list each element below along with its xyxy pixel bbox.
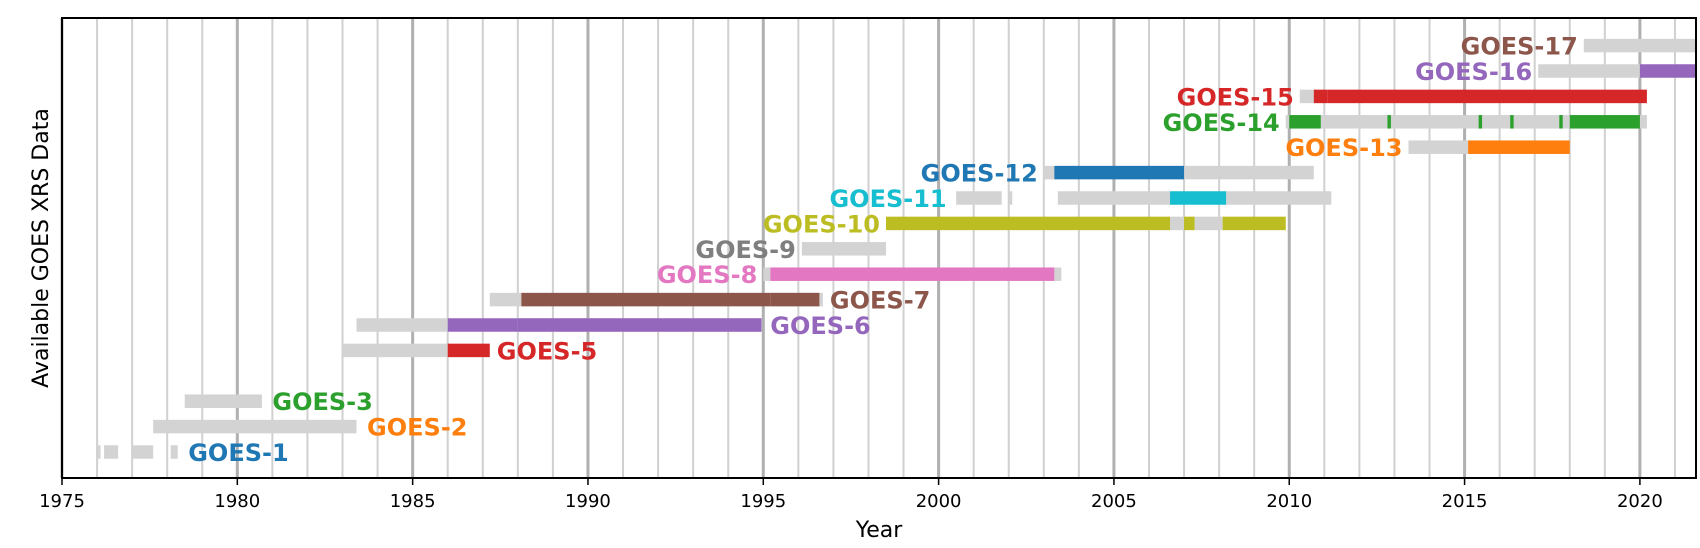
goes-6-unavailable-bar-0 — [356, 318, 448, 332]
x-axis-ticks: 1975 1980 1985 1990 1995 2000 2005 2010 2015 2020 — [39, 478, 1663, 512]
x-tick-label-1975: 1975 — [39, 491, 85, 512]
goes-14-unavailable-bar-5 — [1562, 115, 1570, 129]
goes-16-data-bar-0 — [1639, 64, 1696, 78]
goes-1-unavailable-bar-3 — [170, 445, 178, 459]
goes-10-data-bar-0 — [886, 216, 1171, 231]
goes-12-unavailable-bar-0 — [1043, 165, 1055, 180]
goes-14-unavailable-bar-1 — [1320, 115, 1388, 129]
x-tick-label-2015: 2015 — [1442, 491, 1488, 512]
goes-16-label: GOES-16 — [1415, 58, 1532, 86]
goes-8-unavailable-bar-1 — [1054, 267, 1062, 281]
goes-8-label: GOES-8 — [657, 261, 757, 289]
goes-6-data-bar-0 — [447, 318, 518, 332]
goes-13-data-bar-0 — [1468, 140, 1570, 154]
goes-14-label: GOES-14 — [1163, 109, 1280, 137]
goes-1-unavailable-bar-2 — [132, 445, 154, 459]
x-tick-label-2000: 2000 — [916, 491, 962, 512]
goes-5-unavailable-bar-0 — [342, 343, 448, 358]
goes-13-label: GOES-13 — [1285, 134, 1402, 162]
goes-1-label: GOES-1 — [188, 439, 288, 467]
goes-7-label: GOES-7 — [830, 287, 930, 315]
goes-6-label: GOES-6 — [770, 312, 870, 340]
x-tick-label-1985: 1985 — [390, 491, 436, 512]
goes-11-unavailable-bar-3 — [1226, 191, 1332, 205]
x-axis-title: Year — [855, 518, 904, 543]
goes-14-data-bar-4 — [1559, 115, 1563, 129]
goes-11-label: GOES-11 — [829, 185, 946, 213]
grid-lines — [60, 18, 1676, 478]
goes-11-unavailable-bar-0 — [956, 191, 1002, 205]
goes-10-label: GOES-10 — [763, 210, 880, 238]
goes-11-unavailable-bar-1 — [1008, 191, 1013, 205]
goes-11-data-bar-0 — [1170, 191, 1227, 205]
goes-6-data-bar-1 — [517, 318, 762, 332]
goes-10-unavailable-bar-0 — [1170, 216, 1185, 231]
goes-14-unavailable-bar-4 — [1513, 115, 1560, 129]
goes-1-unavailable-bar-1 — [104, 445, 119, 459]
x-tick-label-1990: 1990 — [565, 491, 611, 512]
goes-9-label: GOES-9 — [695, 236, 795, 264]
goes-15-data-bar-1 — [1327, 89, 1647, 104]
goes-3-unavailable-bar-0 — [184, 394, 262, 408]
goes-7-data-bar-1 — [770, 292, 820, 307]
goes-15-unavailable-bar-0 — [1299, 89, 1314, 104]
goes-5-data-bar-0 — [447, 343, 490, 358]
goes-14-data-bar-3 — [1510, 115, 1514, 129]
goes-10-data-bar-1 — [1184, 216, 1195, 231]
goes-9-unavailable-bar-0 — [801, 242, 887, 256]
x-tick-label-1995: 1995 — [740, 491, 786, 512]
x-tick-label-2010: 2010 — [1266, 491, 1312, 512]
goes-2-label: GOES-2 — [367, 414, 467, 442]
plot-frame — [61, 17, 1697, 479]
goes-11-unavailable-bar-2 — [1057, 191, 1171, 205]
goes-14-data-bar-0 — [1289, 115, 1321, 129]
data-bars — [97, 38, 1696, 459]
x-tick-label-2005: 2005 — [1091, 491, 1137, 512]
goes-17-label: GOES-17 — [1461, 33, 1578, 61]
goes-14-unavailable-bar-6 — [1639, 115, 1647, 129]
goes-8-data-bar-0 — [770, 267, 1055, 281]
goes-8-unavailable-bar-0 — [763, 267, 771, 281]
x-tick-label-1980: 1980 — [214, 491, 260, 512]
goes-12-unavailable-bar-1 — [1184, 165, 1314, 180]
goes-14-data-bar-2 — [1478, 115, 1483, 129]
goes-5-label: GOES-5 — [497, 337, 597, 365]
goes-10-data-bar-2 — [1222, 216, 1286, 231]
goes-14-unavailable-bar-0 — [1285, 115, 1290, 129]
goes-10-unavailable-bar-1 — [1194, 216, 1223, 231]
goes-12-label: GOES-12 — [921, 160, 1038, 188]
x-tick-label-2020: 2020 — [1617, 491, 1663, 512]
goes-1-unavailable-bar-0 — [97, 445, 101, 459]
goes-14-unavailable-bar-2 — [1390, 115, 1479, 129]
goes-2-unavailable-bar-0 — [153, 419, 357, 434]
goes-14-data-bar-5 — [1569, 115, 1640, 129]
goes-15-data-bar-0 — [1313, 89, 1328, 104]
goes-16-unavailable-bar-0 — [1538, 64, 1640, 78]
y-axis-title: Available GOES XRS Data — [29, 108, 54, 388]
goes-7-unavailable-bar-0 — [489, 292, 522, 307]
goes-12-data-bar-0 — [1054, 165, 1185, 180]
goes-7-data-bar-0 — [521, 292, 771, 307]
goes-14-unavailable-bar-3 — [1482, 115, 1511, 129]
goes-13-unavailable-bar-0 — [1408, 140, 1469, 154]
goes-15-label: GOES-15 — [1177, 83, 1294, 111]
goes-14-data-bar-1 — [1387, 115, 1391, 129]
goes-3-label: GOES-3 — [272, 388, 372, 416]
goes-17-unavailable-bar-0 — [1583, 38, 1696, 53]
